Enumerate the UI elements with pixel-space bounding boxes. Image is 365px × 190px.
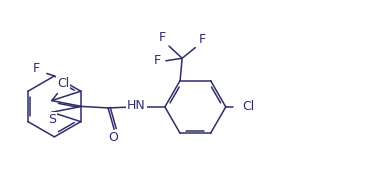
- Text: HN: HN: [127, 99, 146, 112]
- Text: Cl: Cl: [242, 101, 255, 113]
- Text: Cl: Cl: [57, 77, 69, 90]
- Text: F: F: [154, 54, 161, 67]
- Text: F: F: [158, 31, 165, 44]
- Text: F: F: [32, 62, 40, 75]
- Text: O: O: [108, 131, 118, 144]
- Text: F: F: [199, 33, 206, 47]
- Text: S: S: [48, 113, 56, 126]
